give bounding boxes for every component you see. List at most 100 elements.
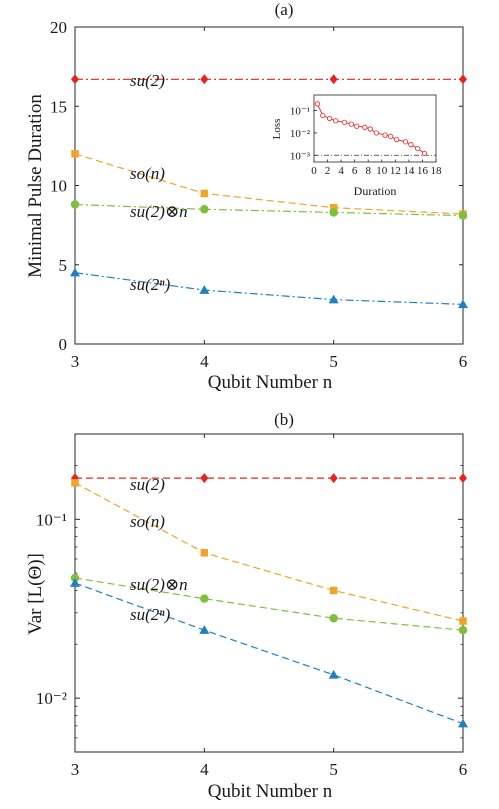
panel-a-label-son: so(n) <box>130 164 165 183</box>
inset-x-tick-label: 0 <box>311 165 317 177</box>
panel-a-inset: 10⁻³ 10⁻² 10⁻¹ 0 2 4 6 8 10 12 14 16 18 Loss Durati… <box>271 94 443 198</box>
series-1-point <box>329 586 338 595</box>
panel-b-axes-box <box>74 433 464 753</box>
x-tick-label: 5 <box>329 352 338 371</box>
series-3-point <box>199 625 210 634</box>
series-2-point <box>200 205 209 214</box>
series-3-point <box>328 294 339 304</box>
panel-b-label-su2-pow-n: su(2ⁿ) <box>130 605 171 624</box>
series-2-point <box>458 625 468 635</box>
series-3-point <box>70 267 80 277</box>
inset-y-label: Loss <box>271 119 283 140</box>
inset-y-ticks: 10⁻³ 10⁻² 10⁻¹ <box>290 106 317 162</box>
series-0-point <box>329 74 338 85</box>
series-0-point <box>459 74 467 85</box>
panel-a-label-su2n-tensor: su(2)⊗n <box>130 202 188 221</box>
inset-x-tick-label: 14 <box>403 165 415 177</box>
series-2-point <box>200 594 209 603</box>
inset-x-label: Duration <box>354 184 397 198</box>
x-tick-label: 6 <box>459 760 468 779</box>
series-1-point <box>200 549 209 557</box>
panel-a-y-ticks: 0 5 10 15 20 <box>50 18 463 354</box>
series-2-point <box>329 613 338 623</box>
panel-b-series <box>70 473 468 728</box>
x-tick-label: 6 <box>459 352 468 371</box>
series-0-point <box>71 74 79 85</box>
panel-a-x-label: Qubit Number n <box>208 372 333 393</box>
inset-loss-point <box>367 126 373 132</box>
x-tick-label: 4 <box>200 760 209 779</box>
inset-loss-point <box>348 121 354 127</box>
inset-loss-point <box>415 145 421 152</box>
panel-b-y-label: Var [L(Θ)] <box>25 553 46 635</box>
series-0-point <box>200 74 209 85</box>
series-2-point <box>70 573 80 583</box>
inset-y-tick-label: 10⁻³ <box>290 150 311 162</box>
inset-x-tick-label: 4 <box>338 165 344 177</box>
series-line-3 <box>74 272 464 305</box>
panel-a-title: (a) <box>275 0 294 19</box>
series-1-point <box>459 617 467 625</box>
series-3-point <box>458 299 468 309</box>
panel-b-y-ticks: 10⁻² 10⁻¹ <box>36 465 463 739</box>
panel-b-label-son: so(n) <box>130 512 165 531</box>
inset-x-tick-label: 2 <box>325 165 331 177</box>
inset-loss-point <box>373 130 379 136</box>
inset-loss-point <box>394 137 400 143</box>
inset-loss-point <box>387 133 394 140</box>
x-tick-label: 5 <box>329 760 338 779</box>
y-tick-label: 10⁻¹ <box>36 510 67 529</box>
inset-loss-point <box>333 118 339 124</box>
inset-loss-point <box>341 119 348 125</box>
inset-x-tick-label: 16 <box>417 165 429 177</box>
x-tick-label: 3 <box>71 760 80 779</box>
inset-x-tick-label: 8 <box>365 165 371 177</box>
series-line-1 <box>74 482 464 622</box>
inset-loss-point <box>382 132 388 138</box>
inset-loss-point <box>320 112 326 119</box>
series-3-point <box>199 285 210 294</box>
panel-b-label-su2: su(2) <box>130 475 165 494</box>
inset-x-ticks: 0 2 4 6 8 10 12 14 16 18 <box>311 159 443 177</box>
y-tick-label: 10 <box>50 177 67 196</box>
series-2-point <box>70 200 80 209</box>
series-0-point <box>200 473 209 484</box>
series-line-3 <box>74 582 464 725</box>
y-tick-label: 20 <box>50 18 67 37</box>
inset-loss-series <box>314 101 428 157</box>
inset-loss-point <box>408 142 414 148</box>
series-line-1 <box>74 153 464 215</box>
series-3-point <box>458 718 468 728</box>
inset-loss-point <box>326 115 333 121</box>
series-2-point <box>458 211 468 220</box>
y-tick-label: 10⁻² <box>36 689 67 708</box>
panel-b-x-label: Qubit Number n <box>208 781 333 802</box>
x-tick-label: 4 <box>200 352 209 371</box>
panel-a-x-ticks: 3 4 5 6 <box>71 27 468 371</box>
inset-x-tick-label: 10 <box>376 165 388 177</box>
series-2-point <box>329 208 338 217</box>
series-1-point <box>71 479 79 487</box>
inset-x-tick-label: 6 <box>352 165 358 177</box>
panel-a-label-su2: su(2) <box>130 71 165 90</box>
series-1-point <box>200 189 209 198</box>
series-0-point <box>329 473 338 484</box>
panel-b-title: (b) <box>274 410 294 429</box>
series-3-point <box>70 578 80 587</box>
inset-loss-point <box>354 123 360 129</box>
y-tick-label: 15 <box>50 97 67 116</box>
series-3-point <box>328 669 339 679</box>
series-1-point <box>71 150 79 158</box>
inset-x-tick-label: 12 <box>390 165 401 177</box>
y-tick-label: 5 <box>59 256 68 275</box>
panel-b-label-su2n-tensor: su(2)⊗n <box>130 575 188 594</box>
panel-b: (b) 10⁻² 10⁻¹ 3 4 5 6 Var [L(Θ)] Qubit Numbe… <box>25 410 468 802</box>
inset-loss-point <box>402 139 409 145</box>
inset-y-tick-label: 10⁻¹ <box>290 106 310 118</box>
series-line-2 <box>74 203 464 217</box>
inset-x-tick-label: 18 <box>431 165 443 177</box>
inset-axes-box <box>313 94 437 163</box>
inset-loss-point <box>421 150 428 157</box>
